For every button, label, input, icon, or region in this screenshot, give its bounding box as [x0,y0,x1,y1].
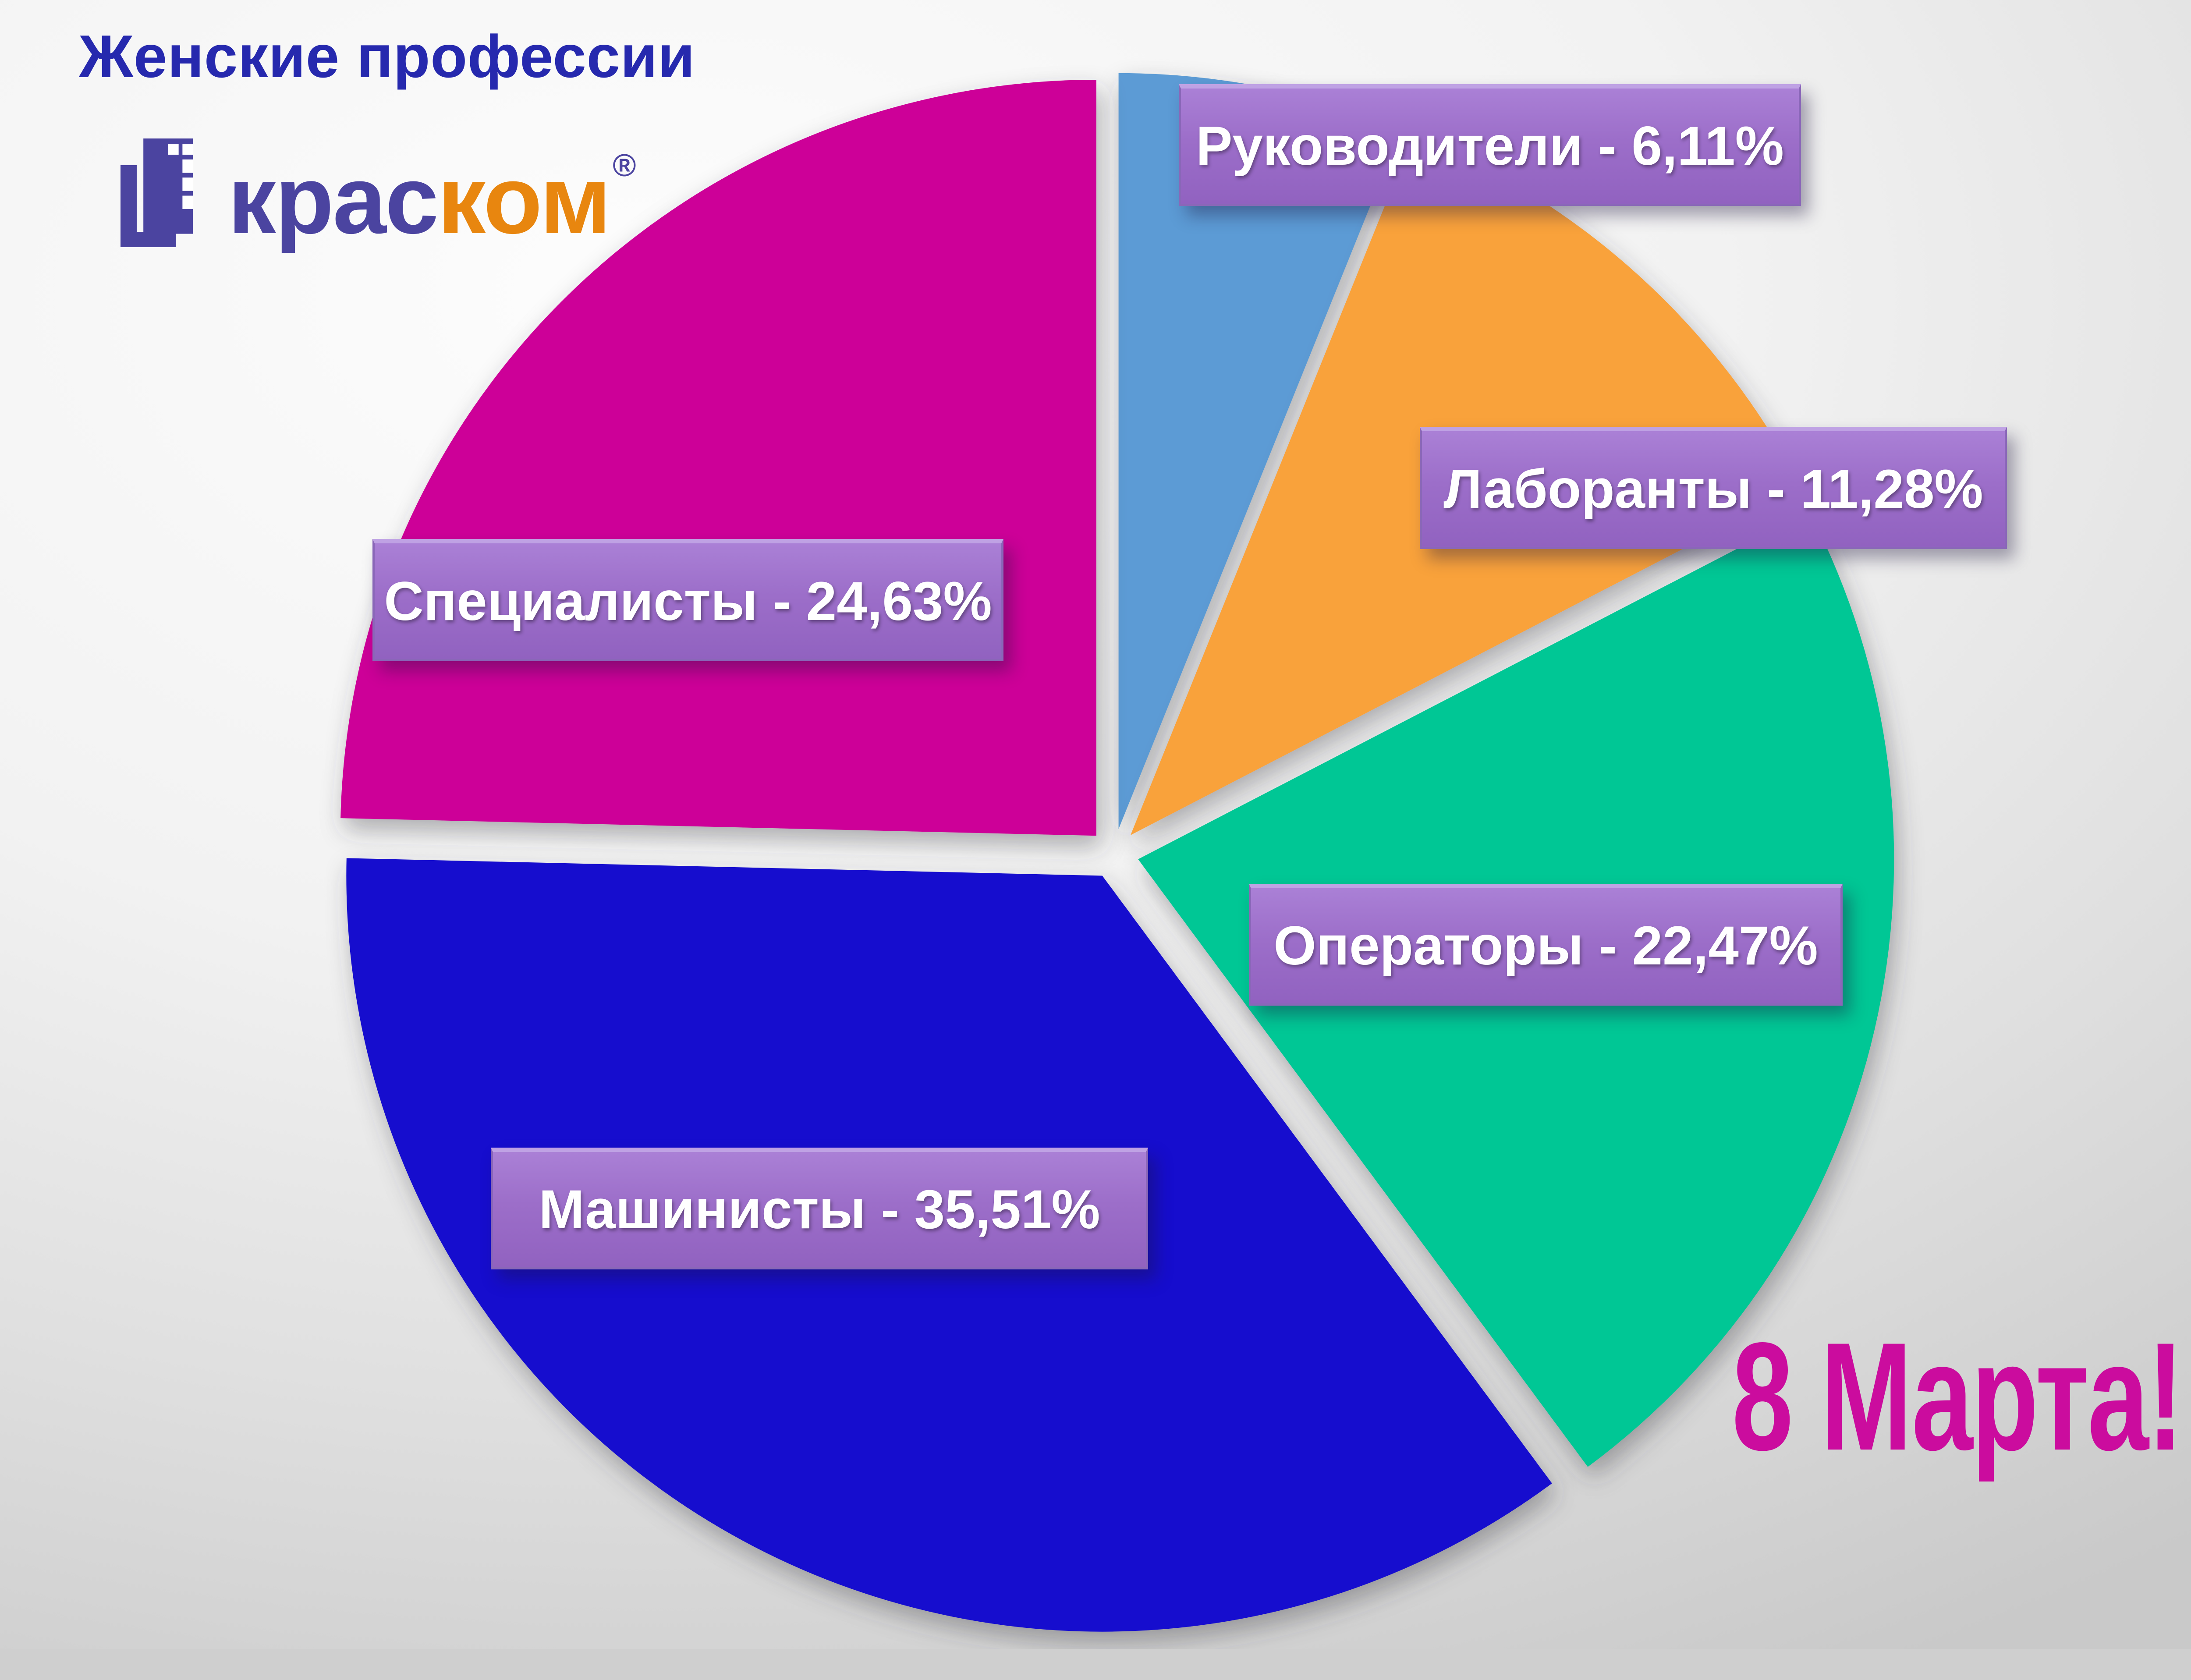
kraskom-logo-text: краском® [228,149,636,248]
kraskom-logo: краском® [121,132,636,248]
pie-label-text: Специалисты - 24,63% [384,571,992,632]
pie-label-laboranty: Лаборанты - 11,28% [1420,427,2007,549]
logo-text-blue: крас [228,146,439,254]
pie-label-text: Операторы - 22,47% [1273,915,1818,976]
march-8-celebration-text: 8 Марта! [1732,1311,2184,1483]
pie-label-text: Лаборанты - 11,28% [1443,458,1983,520]
pie-label-operatory: Операторы - 22,47% [1249,883,1843,1006]
pie-label-mashinisty: Машинисты - 35,51% [491,1147,1148,1270]
pie-label-text: Машинисты - 35,51% [539,1179,1100,1240]
pie-slice-rukovoditeli [1118,73,1402,829]
page-title: Женские профессии [79,23,695,90]
kraskom-building-icon [121,138,193,247]
pie-label-text: Руководители - 6,11% [1196,116,1784,177]
logo-text-orange: ком [437,146,611,254]
pie-label-rukovoditeli: Руководители - 6,11% [1179,84,1801,206]
registered-mark-icon: ® [613,148,636,183]
pie-slices-group [340,73,1894,1632]
pie-label-specialisty: Специалисты - 24,63% [372,539,1003,661]
